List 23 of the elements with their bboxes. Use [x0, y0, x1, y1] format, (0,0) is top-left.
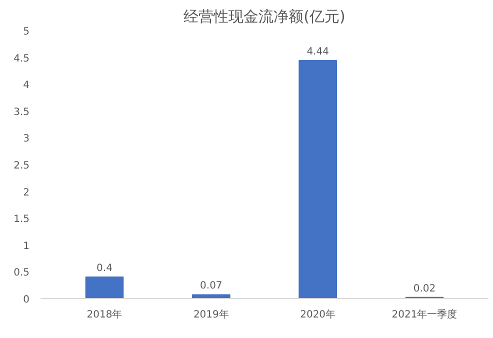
data-label: 4.44	[306, 46, 329, 58]
bar	[298, 60, 337, 298]
y-tick-label: 5	[23, 26, 30, 38]
x-tick-label: 2020年	[300, 308, 336, 320]
y-tick-label: 2.5	[14, 160, 30, 172]
y-tick-label: 1	[23, 240, 30, 252]
y-tick-label: 1.5	[14, 214, 30, 226]
y-tick-label: 4	[23, 80, 30, 92]
data-label: 0.4	[96, 263, 112, 274]
x-tick-label: 2021年一季度	[392, 308, 458, 320]
y-tick-label: 0	[23, 294, 30, 306]
y-tick-label: 3.5	[14, 106, 30, 118]
x-tick-label: 2018年	[86, 308, 122, 320]
y-tick-label: 2	[23, 187, 30, 198]
data-label: 0.07	[200, 280, 222, 292]
bar	[85, 276, 124, 298]
x-tick-label: 2019年	[193, 308, 229, 320]
y-tick-label: 0.5	[14, 268, 30, 279]
y-tick-label: 4.5	[14, 53, 30, 64]
chart-title: 经营性现金流净额(亿元)	[184, 8, 346, 26]
y-tick-label: 3	[23, 134, 30, 145]
data-label: 0.02	[413, 283, 436, 294]
bar	[192, 294, 230, 298]
